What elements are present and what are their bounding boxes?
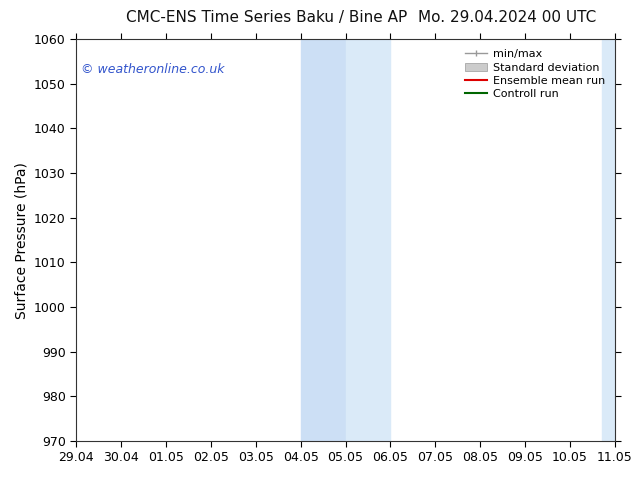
- Bar: [346, 39, 391, 441]
- Text: Mo. 29.04.2024 00 UTC: Mo. 29.04.2024 00 UTC: [418, 10, 597, 25]
- Bar: [602, 39, 615, 441]
- Text: © weatheronline.co.uk: © weatheronline.co.uk: [81, 63, 225, 76]
- Text: CMC-ENS Time Series Baku / Bine AP: CMC-ENS Time Series Baku / Bine AP: [126, 10, 407, 25]
- Y-axis label: Surface Pressure (hPa): Surface Pressure (hPa): [14, 162, 29, 318]
- Bar: [301, 39, 346, 441]
- Legend: min/max, Standard deviation, Ensemble mean run, Controll run: min/max, Standard deviation, Ensemble me…: [460, 45, 609, 104]
